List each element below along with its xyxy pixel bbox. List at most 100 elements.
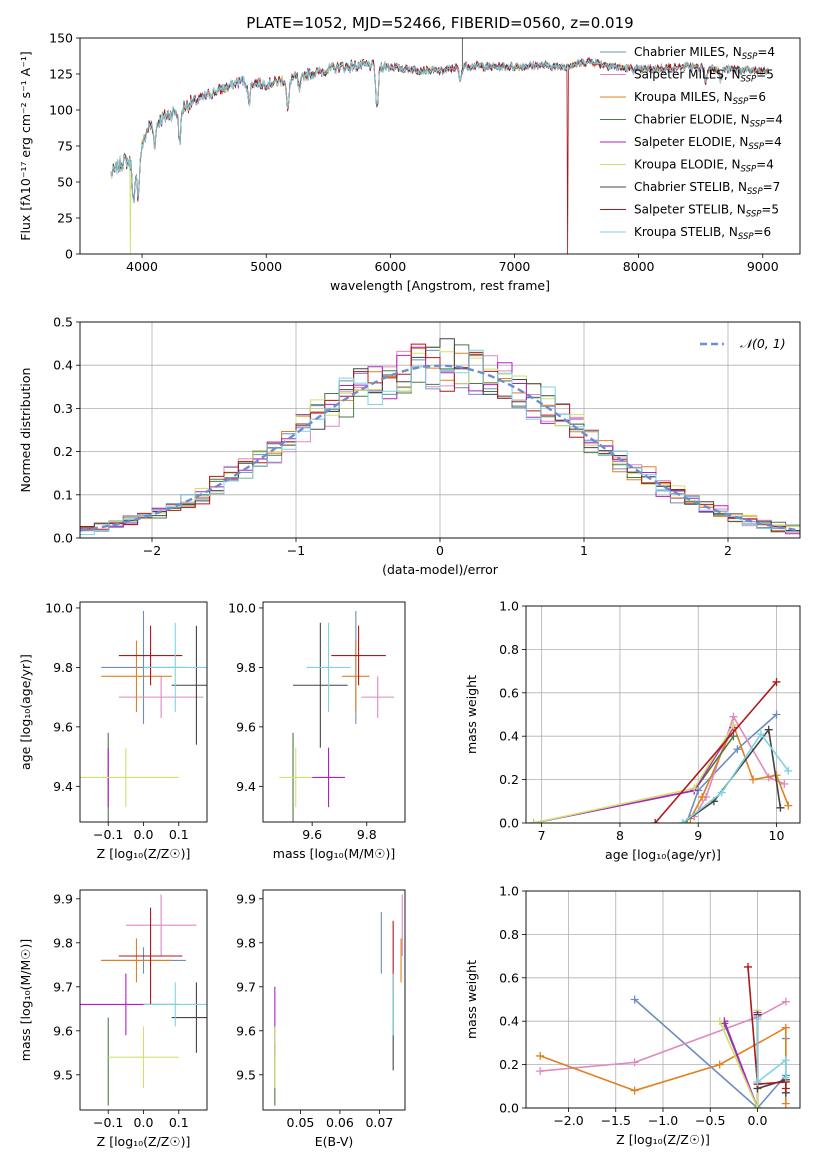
weight-marker (717, 788, 726, 797)
weight-line (756, 1019, 787, 1084)
weight-marker (729, 721, 738, 730)
x-axis-label: mass [log₁₀(M/M☉)] (273, 846, 395, 861)
x-tick-label: −1.5 (601, 1113, 631, 1128)
weight-line (685, 713, 778, 823)
y-tick-label: 50 (57, 175, 73, 190)
y-tick-label: 0.6 (499, 685, 519, 700)
y-tick-label: 9.4 (236, 779, 256, 794)
weight-line (540, 1000, 787, 1072)
normal-curve (80, 364, 800, 532)
x-tick-label: 5000 (250, 259, 282, 274)
y-tick-label: 1.0 (499, 599, 519, 614)
x-tick-label: 4000 (126, 259, 158, 274)
weight-marker (756, 730, 765, 739)
y-tick-label: 0.2 (499, 772, 519, 787)
weight-line (682, 732, 789, 823)
weight-marker (784, 801, 793, 810)
plot-area (536, 962, 790, 1108)
x-tick-label: −0.5 (695, 1113, 725, 1128)
y-tick-label: 0.2 (499, 1057, 519, 1072)
y-tick-label: 25 (57, 211, 73, 226)
y-tick-label: 0.1 (53, 487, 73, 502)
x-tick-label: 7000 (499, 259, 531, 274)
spectrum-panel: 4000 5000 6000 7000 8000 9000 0 25 50 75 100 125 150… (18, 31, 801, 293)
weight-marker (753, 1015, 762, 1024)
weight-marker (781, 1073, 790, 1082)
weight-marker (630, 1058, 639, 1067)
y-tick-label: 0.6 (499, 970, 519, 985)
weight-marker (772, 710, 781, 719)
x-axis-label: wavelength [Angstrom, rest frame] (330, 278, 550, 293)
weight-marker (715, 1017, 724, 1026)
weight-marker (630, 1086, 639, 1095)
y-axis-label: mass [log₁₀(M/M☉)] (18, 939, 33, 1061)
legend-label: Chabrier STELIB, NSSP=7 (634, 180, 780, 197)
weight-marker (536, 1067, 545, 1076)
y-axis-label: Normed distribution (18, 368, 33, 493)
x-tick-label: 6000 (374, 259, 406, 274)
plot-area (80, 610, 207, 822)
weight-marker (690, 784, 699, 793)
weight-marker (749, 775, 758, 784)
axes-frame (262, 601, 406, 823)
x-tick-label: 0.0 (134, 827, 154, 842)
figure-title: PLATE=1052, MJD=52466, FIBERID=0560, z=0… (246, 14, 633, 32)
x-tick-label: 0.0 (134, 1115, 154, 1130)
x-axis-label: Z [log₁₀(Z/Z☉)] (616, 1132, 710, 1147)
mass-vs-ebv-panel: 0.05 0.06 0.07 9.5 9.6 9.7 9.8 9.9 E(B-V) (236, 889, 406, 1149)
weight-line (756, 1014, 787, 1093)
x-tick-label: −0.1 (93, 827, 123, 842)
legend-label: Salpeter STELIB, NSSP=5 (634, 203, 779, 220)
x-tick-label: 0.07 (365, 1115, 393, 1130)
weight-marker (715, 1060, 724, 1069)
y-tick-label: 9.6 (53, 1023, 73, 1038)
y-tick-label: 0.0 (499, 1101, 519, 1116)
legend-label: Salpeter MILES, NSSP=5 (634, 68, 774, 85)
weight-marker (781, 1084, 790, 1093)
y-tick-label: 9.8 (53, 660, 73, 675)
weight-marker (536, 1051, 545, 1060)
x-tick-label: 1 (580, 543, 588, 558)
plot-area (80, 338, 800, 536)
legend-label: Chabrier ELODIE, NSSP=4 (634, 113, 783, 130)
y-tick-label: 75 (57, 139, 73, 154)
weight-marker (772, 677, 781, 686)
x-tick-label: 7 (538, 828, 546, 843)
y-tick-label: 125 (49, 67, 73, 82)
weight-marker (698, 792, 707, 801)
x-tick-label: 9 (694, 828, 702, 843)
y-tick-label: 9.9 (53, 891, 73, 906)
y-tick-label: 9.6 (236, 719, 256, 734)
weight-marker (781, 1099, 790, 1108)
y-tick-label: 9.5 (53, 1067, 73, 1082)
y-tick-label: 9.7 (53, 979, 73, 994)
age-vs-metallicity-panel: −0.1 0.0 0.1 9.4 9.6 9.8 10.0 Z [log₁₀(Z/Z☉)] ag… (18, 600, 208, 861)
mass-vs-metallicity-panel: −0.1 0.0 0.1 9.5 9.6 9.7 9.8 9.9 Z [log₁₀(Z/Z☉)]… (18, 889, 208, 1149)
plot-area (274, 894, 403, 1106)
y-tick-label: 10.0 (45, 600, 73, 615)
legend-label: Kroupa ELODIE, NSSP=4 (634, 158, 774, 175)
plot-area (279, 610, 395, 822)
y-tick-label: 9.9 (236, 891, 256, 906)
x-tick-label: −1.0 (648, 1113, 678, 1128)
axes-frame (525, 605, 801, 824)
x-tick-label: 8 (616, 828, 624, 843)
weight-marker (678, 819, 687, 823)
weight-marker (744, 962, 753, 971)
y-tick-label: 0 (65, 247, 73, 262)
y-tick-label: 9.4 (53, 779, 73, 794)
y-tick-label: 0.4 (499, 1014, 519, 1029)
x-axis-label: Z [log₁₀(Z/Z☉)] (97, 846, 191, 861)
y-tick-label: 0.4 (499, 729, 519, 744)
x-tick-label: 0.05 (287, 1115, 315, 1130)
weight-marker (764, 725, 773, 734)
weight-marker (753, 1104, 762, 1108)
x-tick-label: 9000 (747, 259, 779, 274)
y-tick-label: 9.8 (236, 660, 256, 675)
x-axis-label: (data-model)/error (382, 562, 499, 577)
plot-area (110, 38, 770, 254)
y-tick-label: 9.6 (236, 1023, 256, 1038)
weight-vs-metallicity-panel: −2.0 −1.5 −1.0 −0.5 0.0 0.0 0.2 0.4 0.6 0.8 1.0 Z [… (464, 884, 801, 1147)
x-tick-label: 0.1 (169, 1115, 189, 1130)
